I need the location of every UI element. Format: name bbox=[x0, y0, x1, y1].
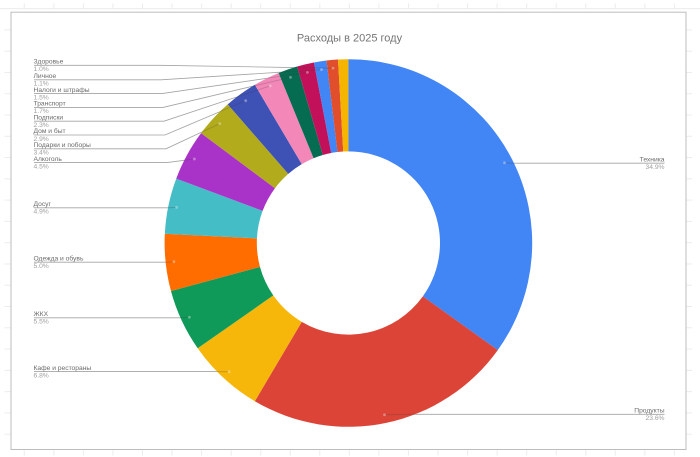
svg-text:2.9%: 2.9% bbox=[34, 136, 49, 143]
svg-text:Здоровье: Здоровье bbox=[34, 59, 64, 66]
svg-text:Личное: Личное bbox=[34, 73, 57, 80]
svg-text:4.9%: 4.9% bbox=[34, 209, 49, 216]
svg-text:Подарки и поборы: Подарки и поборы bbox=[34, 141, 91, 149]
svg-text:2.3%: 2.3% bbox=[34, 122, 49, 129]
svg-text:23.6%: 23.6% bbox=[646, 415, 665, 422]
svg-text:1.1%: 1.1% bbox=[34, 81, 49, 88]
svg-text:5.5%: 5.5% bbox=[34, 319, 49, 326]
svg-text:Досуг: Досуг bbox=[34, 201, 52, 208]
svg-text:Подписки: Подписки bbox=[34, 114, 64, 121]
svg-text:3.4%: 3.4% bbox=[34, 150, 49, 157]
svg-text:1.5%: 1.5% bbox=[34, 94, 49, 101]
svg-text:ЖКХ: ЖКХ bbox=[34, 311, 49, 318]
svg-text:Кафе и рестораны: Кафе и рестораны bbox=[34, 365, 92, 372]
svg-text:1.0%: 1.0% bbox=[34, 66, 49, 73]
svg-text:Дом и быт: Дом и быт bbox=[34, 127, 66, 135]
svg-text:Одежда и обувь: Одежда и обувь bbox=[34, 254, 84, 262]
svg-text:Техника: Техника bbox=[640, 156, 665, 163]
svg-text:Алкоголь: Алкоголь bbox=[34, 156, 63, 163]
svg-text:6.8%: 6.8% bbox=[34, 372, 49, 379]
svg-text:4.5%: 4.5% bbox=[34, 163, 49, 170]
svg-text:34.9%: 34.9% bbox=[646, 164, 665, 171]
svg-text:Транспорт: Транспорт bbox=[34, 101, 66, 108]
svg-text:1.7%: 1.7% bbox=[34, 108, 49, 115]
svg-text:Налоги и штрафы: Налоги и штрафы bbox=[34, 87, 90, 94]
svg-text:5.0%: 5.0% bbox=[34, 263, 49, 270]
svg-text:Продукты: Продукты bbox=[634, 408, 664, 415]
svg-text:Расходы в 2025 году: Расходы в 2025 году bbox=[297, 33, 403, 45]
